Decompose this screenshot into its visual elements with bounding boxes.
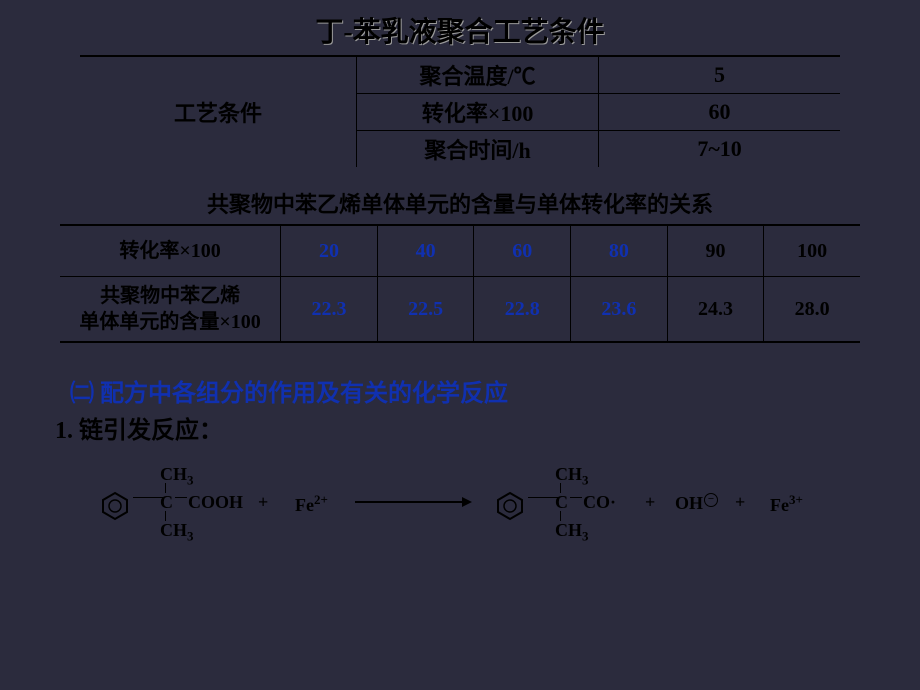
t1-val-1: 60 xyxy=(599,94,840,131)
t2-r2-v0: 22.3 xyxy=(281,277,378,343)
t2-r1-v4: 90 xyxy=(667,225,764,277)
plus-1: + xyxy=(258,493,268,511)
section-2-header: ㈡ 配方中各组分的作用及有关的化学反应 xyxy=(70,373,920,408)
co-radical: CO· xyxy=(583,493,616,511)
t2-r2-label-l2: 单体单元的含量×100 xyxy=(79,311,260,333)
t1-val-0: 5 xyxy=(599,56,840,94)
page-title: 丁-苯乳液聚合工艺条件 xyxy=(0,0,920,50)
t2-r2-label: 共聚物中苯乙烯 单体单元的含量×100 xyxy=(60,277,281,343)
initiation-reaction: CH3 C CH3 COOH + Fe2+ CH3 C CH3 CO· + OH… xyxy=(100,455,920,565)
t2-r1-label: 转化率×100 xyxy=(60,225,281,277)
circled-minus-icon: − xyxy=(704,493,718,507)
benzene-icon xyxy=(100,491,130,521)
bond-1d xyxy=(175,497,187,498)
t2-r2-v2: 22.8 xyxy=(474,277,571,343)
t1-val-2: 7~10 xyxy=(599,131,840,168)
t2-r1-v5: 100 xyxy=(764,225,860,277)
t1-param-0: 聚合温度/℃ xyxy=(357,56,599,94)
ch3-bot-1: CH3 xyxy=(160,521,194,543)
c-center-1: C xyxy=(160,493,173,511)
t1-param-2: 聚合时间/h xyxy=(357,131,599,168)
t1-param-1: 转化率×100 xyxy=(357,94,599,131)
t2-r1-v0: 20 xyxy=(281,225,378,277)
fe2: Fe2+ xyxy=(295,493,328,514)
t2-r2-v5: 28.0 xyxy=(764,277,860,343)
c-center-2: C xyxy=(555,493,568,511)
process-conditions-table: 工艺条件 聚合温度/℃ 5 转化率×100 60 聚合时间/h 7~10 xyxy=(80,55,840,167)
bond-1a xyxy=(133,497,163,498)
oh-anion: OH− xyxy=(675,493,718,512)
bond-2a xyxy=(528,497,558,498)
bond-2d xyxy=(570,497,582,498)
plus-3: + xyxy=(735,493,745,511)
t2-r2-v3: 23.6 xyxy=(571,277,668,343)
t1-rowspan-label: 工艺条件 xyxy=(80,56,357,167)
ch3-bot-2: CH3 xyxy=(555,521,589,543)
section-2-sub: 1. 链引发反应： xyxy=(55,410,920,445)
cooh: COOH xyxy=(188,493,243,511)
fe3: Fe3+ xyxy=(770,493,803,514)
styrene-content-table: 转化率×100 20 40 60 80 90 100 共聚物中苯乙烯 单体单元的… xyxy=(60,224,860,343)
t2-r1-v3: 80 xyxy=(571,225,668,277)
t2-r1-v2: 60 xyxy=(474,225,571,277)
plus-2: + xyxy=(645,493,655,511)
arrow-icon xyxy=(355,501,470,503)
table2-caption: 共聚物中苯乙烯单体单元的含量与单体转化率的关系 xyxy=(0,187,920,219)
t2-r2-label-l1: 共聚物中苯乙烯 xyxy=(100,285,240,307)
t2-r2-v1: 22.5 xyxy=(377,277,474,343)
t2-r2-v4: 24.3 xyxy=(667,277,764,343)
benzene-icon-2 xyxy=(495,491,525,521)
t2-r1-v1: 40 xyxy=(377,225,474,277)
